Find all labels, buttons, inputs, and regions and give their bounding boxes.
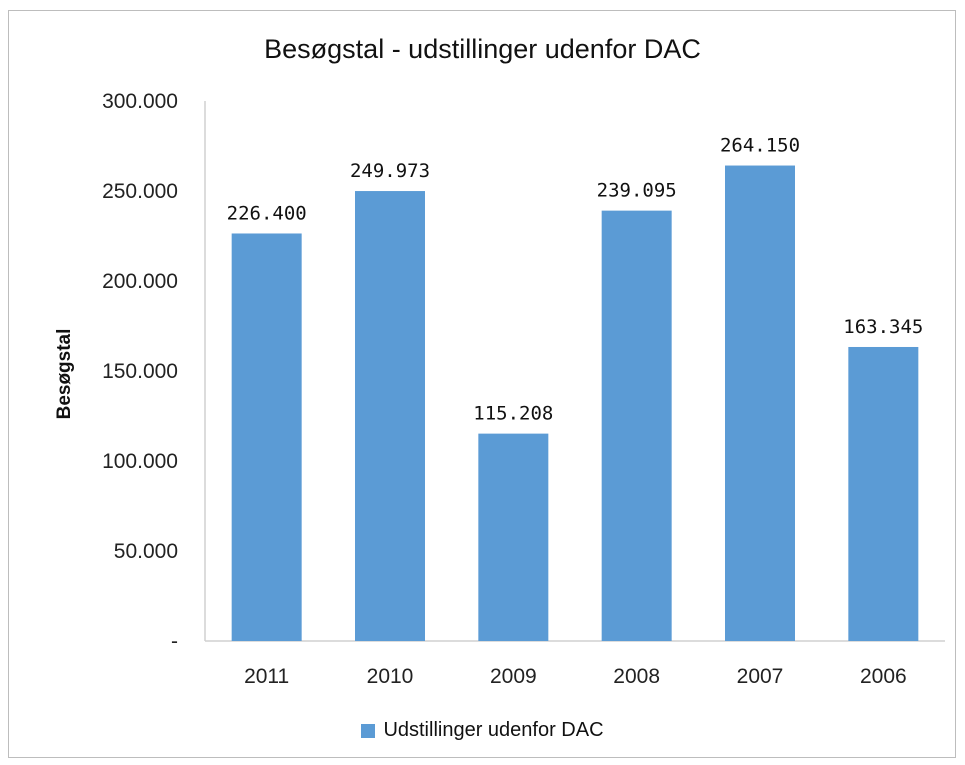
- legend-swatch: [361, 723, 376, 738]
- bar: [355, 191, 425, 642]
- data-label: 226.400: [227, 202, 307, 224]
- y-tick-label: 250.000: [102, 180, 178, 203]
- y-tick-label: 300.000: [102, 90, 178, 113]
- data-label: 264.150: [720, 135, 800, 157]
- legend: Udstillinger udenfor DAC: [0, 719, 965, 742]
- bar: [601, 210, 672, 641]
- legend-label: Udstillinger udenfor DAC: [383, 719, 604, 741]
- chart-title: Besøgstal - udstillinger udenfor DAC: [264, 34, 701, 64]
- bar: [848, 346, 919, 641]
- x-tick-label: 2009: [490, 665, 537, 688]
- x-tick-label: 2011: [244, 665, 289, 688]
- y-tick-label: -: [171, 630, 178, 653]
- y-tick-label: 200.000: [102, 270, 178, 293]
- bar: [231, 233, 302, 642]
- y-tick-label: 50.000: [114, 540, 178, 563]
- x-tick-label: 2006: [860, 665, 907, 688]
- data-label: 249.973: [350, 160, 430, 182]
- data-label: 115.208: [473, 403, 553, 425]
- data-label: 239.095: [597, 180, 677, 202]
- x-tick-label: 2010: [367, 665, 414, 688]
- y-tick-label: 100.000: [102, 450, 178, 473]
- y-tick-label: 150.000: [102, 360, 178, 383]
- bar: [725, 165, 795, 641]
- data-label: 163.345: [843, 316, 923, 338]
- x-tick-label: 2007: [737, 665, 784, 688]
- bar: [478, 433, 549, 641]
- x-tick-label: 2008: [613, 665, 660, 688]
